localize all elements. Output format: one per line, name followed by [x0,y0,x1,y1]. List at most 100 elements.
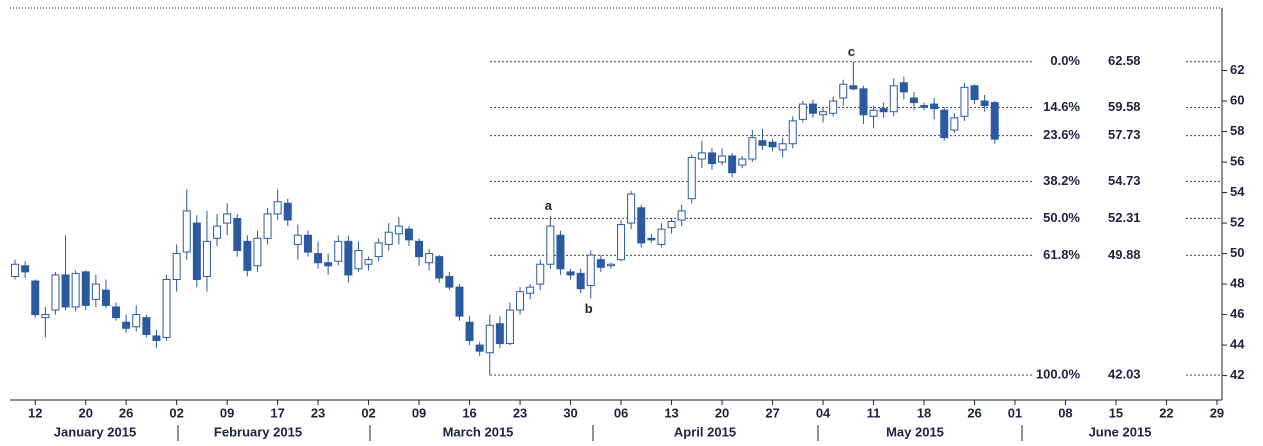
candle-body [889,85,898,113]
candle-body [384,231,393,245]
candle-body [566,271,575,276]
month-label: January 2015 [54,424,136,439]
candle-body [516,291,525,311]
x-tick-label: 23 [311,405,325,420]
candle-body [485,324,494,354]
candle-body [778,143,787,151]
candle-body [617,224,626,261]
x-tick-label: 06 [614,405,628,420]
candle-body [122,321,131,329]
candle-body [930,103,939,110]
x-tick-label: 09 [412,405,426,420]
fib-value: 52.31 [1108,210,1141,225]
y-tick-label: 54 [1230,184,1245,199]
candle-body [394,225,403,235]
x-tick-label: 13 [664,405,678,420]
x-tick-label: 18 [917,405,931,420]
candle-body [869,109,878,117]
candle-body [606,263,615,267]
candle-body [112,306,121,319]
x-tick-label: 23 [513,405,527,420]
candle-body [81,271,90,306]
fib-value: 54.73 [1108,173,1141,188]
candle-body [990,102,999,140]
x-tick-label: 20 [715,405,729,420]
month-label: April 2015 [674,424,736,439]
candle-body [71,272,80,308]
x-tick-label: 26 [119,405,133,420]
candle-body [283,202,292,221]
x-tick-label: 04 [816,405,831,420]
candle-body [243,240,252,271]
candle-body [556,234,565,270]
candle-body [960,86,969,117]
candle-body [445,275,454,288]
candle-body [808,103,817,114]
candle-body [970,85,979,101]
y-tick-label: 46 [1230,306,1244,321]
candle-body [839,83,848,99]
month-label: February 2015 [214,424,302,439]
candle-body [788,120,797,145]
candle-body [637,207,646,244]
month-separators [177,425,1023,441]
candle-body [344,240,353,276]
candle-body [364,259,373,265]
candle-body [101,289,110,306]
candle-body [31,280,40,316]
candle-body [253,237,262,267]
candle-body [980,100,989,107]
candle-body [495,323,504,345]
candle-body [11,263,20,277]
candle-body [233,217,242,252]
fib-value: 57.73 [1108,127,1141,142]
candle-body [192,222,201,281]
fib-label-bg [1034,367,1184,384]
candle-body [303,234,312,253]
annotation: c [848,44,855,59]
candle-body [627,193,636,224]
fib-ratio: 14.6% [1043,99,1080,114]
candle-body [202,240,211,277]
candle-body [263,213,272,239]
x-tick-label: 12 [28,405,42,420]
x-tick-label: 15 [1109,405,1123,420]
y-tick-label: 62 [1230,62,1244,77]
candle-body [768,141,777,148]
candle-body [21,265,30,273]
candle-body [293,234,302,245]
candle-body [273,201,282,215]
fib-label-bg [1034,247,1184,264]
fib-label-bg [1034,127,1184,144]
candle-body [909,97,918,104]
candle-body [728,155,737,174]
month-label: May 2015 [886,424,944,439]
x-tick-label: 02 [169,405,183,420]
candle-body [707,152,716,165]
fib-ratio: 61.8% [1043,247,1080,262]
candle-body [596,259,605,268]
fib-label-bg [1034,173,1184,190]
candle-body [435,256,444,279]
candle-body [61,274,70,308]
candle-body [132,314,141,328]
x-tick-label: 20 [79,405,93,420]
y-tick-label: 42 [1230,367,1244,382]
candle-body [576,272,585,290]
candle-body [404,228,413,241]
candle-body [526,286,535,294]
candle-body [142,317,151,335]
candle-body [41,314,50,319]
candle-body [920,105,929,108]
x-tick-label: 27 [765,405,779,420]
candle-body [505,309,514,345]
candle-body [758,140,767,146]
candle-body [940,109,949,139]
x-tick-label: 11 [867,405,881,420]
candle-body [324,262,333,267]
x-tick-label: 09 [220,405,234,420]
y-tick-label: 60 [1230,92,1244,107]
fib-ratio: 100.0% [1036,367,1081,382]
fib-ratio: 0.0% [1050,53,1080,68]
